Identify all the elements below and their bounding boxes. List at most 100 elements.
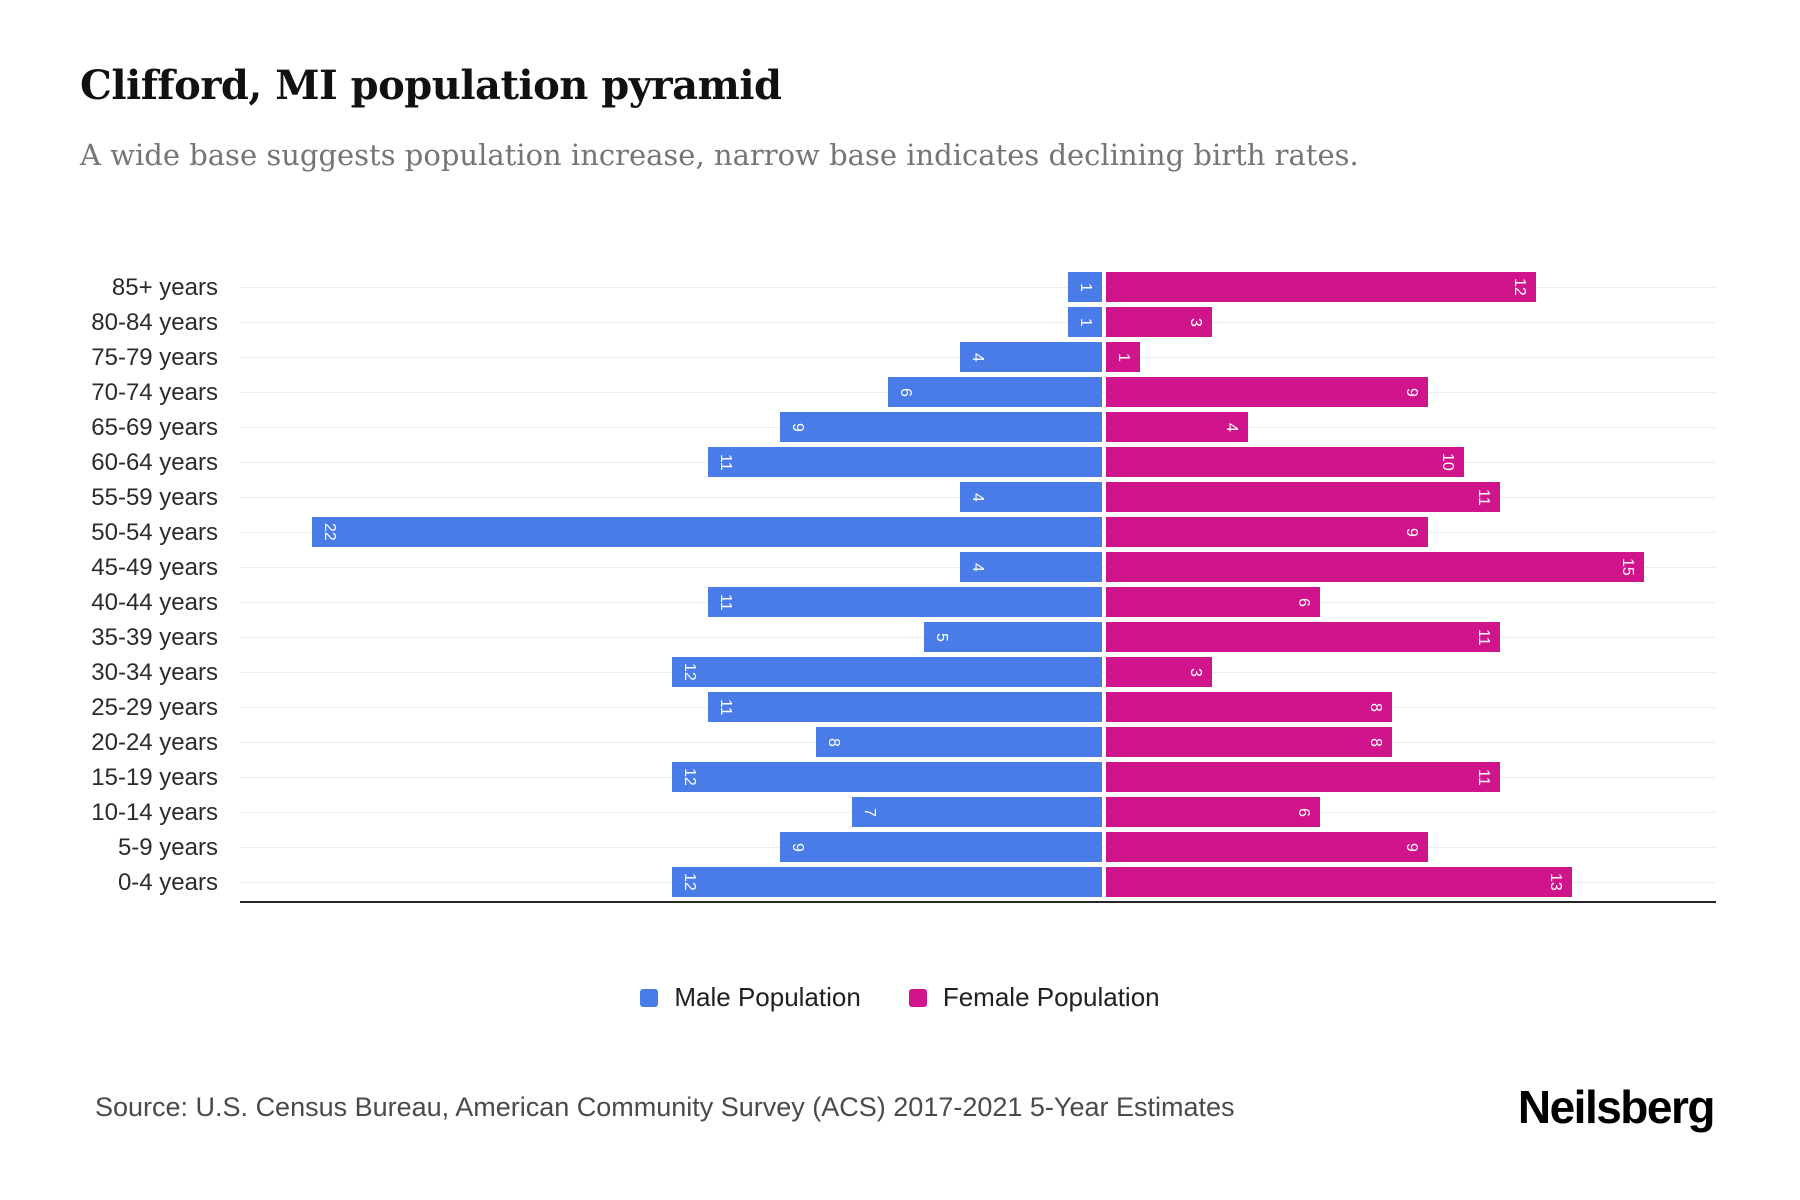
male-bar-value: 4	[969, 352, 986, 362]
pyramid-row: 10-14 years 7 6	[0, 795, 1800, 830]
male-bar[interactable]: 12	[672, 867, 1102, 897]
female-bar-value: 9	[1403, 527, 1420, 537]
age-group-label: 15-19 years	[91, 764, 218, 791]
male-bar[interactable]: 8	[816, 727, 1102, 757]
female-bar-value: 11	[1475, 768, 1492, 786]
male-bar-value: 1	[1077, 317, 1094, 327]
age-group-label: 70-74 years	[91, 379, 218, 406]
male-bar[interactable]: 4	[960, 552, 1102, 582]
pyramid-row: 55-59 years 4 11	[0, 480, 1800, 515]
male-bar[interactable]: 1	[1068, 272, 1102, 302]
female-bar-value: 9	[1403, 387, 1420, 397]
age-group-label: 10-14 years	[91, 799, 218, 826]
gridline	[240, 287, 1716, 288]
pyramid-row: 80-84 years 1 3	[0, 305, 1800, 340]
age-group-label: 85+ years	[111, 274, 218, 301]
age-group-label: 25-29 years	[91, 694, 218, 721]
male-bar[interactable]: 9	[780, 832, 1102, 862]
male-bar-value: 6	[897, 387, 914, 397]
pyramid-row: 65-69 years 9 4	[0, 410, 1800, 445]
female-bar[interactable]: 15	[1106, 552, 1644, 582]
male-bar[interactable]: 6	[888, 377, 1102, 407]
female-bar[interactable]: 9	[1106, 517, 1428, 547]
age-group-label: 20-24 years	[91, 729, 218, 756]
age-group-label: 30-34 years	[91, 659, 218, 686]
male-bar-value: 12	[681, 873, 698, 891]
male-bar-value: 12	[681, 768, 698, 786]
age-group-label: 60-64 years	[91, 449, 218, 476]
female-bar-value: 6	[1295, 597, 1312, 607]
female-bar-value: 3	[1187, 667, 1204, 677]
male-bar[interactable]: 4	[960, 342, 1102, 372]
x-axis-line	[240, 901, 1716, 903]
age-group-label: 50-54 years	[91, 519, 218, 546]
population-pyramid-chart: 85+ years 1 12 80-84 years 1 3 75-79 years 4 1 70…	[0, 270, 1800, 902]
female-bar[interactable]: 13	[1106, 867, 1572, 897]
male-bar-value: 11	[717, 698, 734, 716]
age-group-label: 0-4 years	[117, 869, 218, 896]
female-bar-value: 10	[1439, 453, 1456, 471]
female-bar[interactable]: 11	[1106, 482, 1500, 512]
female-bar[interactable]: 8	[1106, 727, 1392, 757]
female-bar[interactable]: 11	[1106, 622, 1500, 652]
male-bar[interactable]: 9	[780, 412, 1102, 442]
female-bar[interactable]: 12	[1106, 272, 1536, 302]
female-bar[interactable]: 4	[1106, 412, 1248, 442]
male-bar[interactable]: 1	[1068, 307, 1102, 337]
male-bar-value: 9	[789, 422, 806, 432]
male-bar[interactable]: 11	[708, 587, 1102, 617]
legend-item-male[interactable]: Male Population	[640, 982, 861, 1013]
female-bar[interactable]: 3	[1106, 657, 1212, 687]
male-bar[interactable]: 22	[312, 517, 1102, 547]
male-legend-label: Male Population	[674, 982, 861, 1012]
page-title: Clifford, MI population pyramid	[80, 62, 782, 109]
female-bar[interactable]: 11	[1106, 762, 1500, 792]
legend-item-female[interactable]: Female Population	[908, 982, 1160, 1013]
male-bar-value: 4	[969, 562, 986, 572]
female-bar[interactable]: 6	[1106, 587, 1320, 617]
pyramid-row: 30-34 years 12 3	[0, 655, 1800, 690]
female-bar-value: 15	[1619, 558, 1636, 576]
male-bar[interactable]: 7	[852, 797, 1102, 827]
female-bar[interactable]: 1	[1106, 342, 1140, 372]
female-bar-value: 6	[1295, 807, 1312, 817]
age-group-label: 80-84 years	[91, 309, 218, 336]
source-attribution: Source: U.S. Census Bureau, American Com…	[95, 1091, 1235, 1122]
female-bar[interactable]: 10	[1106, 447, 1464, 477]
pyramid-row: 25-29 years 11 8	[0, 690, 1800, 725]
chart-footer: Source: U.S. Census Bureau, American Com…	[0, 1072, 1800, 1142]
male-bar-value: 1	[1077, 282, 1094, 292]
female-bar-value: 4	[1223, 422, 1240, 432]
female-bar-value: 13	[1547, 873, 1564, 891]
male-bar[interactable]: 12	[672, 657, 1102, 687]
male-bar-value: 4	[969, 492, 986, 502]
male-bar[interactable]: 11	[708, 692, 1102, 722]
age-group-label: 45-49 years	[91, 554, 218, 581]
male-legend-swatch-icon	[640, 988, 659, 1007]
age-group-label: 5-9 years	[117, 834, 218, 861]
female-bar[interactable]: 6	[1106, 797, 1320, 827]
male-bar[interactable]: 4	[960, 482, 1102, 512]
female-legend-label: Female Population	[942, 982, 1160, 1012]
pyramid-row: 50-54 years 22 9	[0, 515, 1800, 550]
male-bar-value: 5	[933, 632, 950, 642]
female-bar-value: 8	[1367, 737, 1384, 747]
pyramid-row: 75-79 years 4 1	[0, 340, 1800, 375]
male-bar[interactable]: 11	[708, 447, 1102, 477]
male-bar-value: 22	[321, 523, 338, 541]
female-bar-value: 11	[1475, 488, 1492, 506]
female-bar[interactable]: 8	[1106, 692, 1392, 722]
female-bar[interactable]: 9	[1106, 377, 1428, 407]
male-bar[interactable]: 5	[924, 622, 1102, 652]
male-bar-value: 8	[825, 737, 842, 747]
neilsberg-logo: Neilsberg	[1517, 1081, 1716, 1133]
pyramid-row: 0-4 years 12 13	[0, 865, 1800, 900]
female-bar-value: 9	[1403, 842, 1420, 852]
page-subtitle: A wide base suggests population increase…	[80, 138, 1359, 172]
chart-legend: Male Population Female Population	[0, 982, 1800, 1013]
female-bar[interactable]: 3	[1106, 307, 1212, 337]
female-legend-swatch-icon	[908, 988, 927, 1007]
male-bar[interactable]: 12	[672, 762, 1102, 792]
female-bar[interactable]: 9	[1106, 832, 1428, 862]
